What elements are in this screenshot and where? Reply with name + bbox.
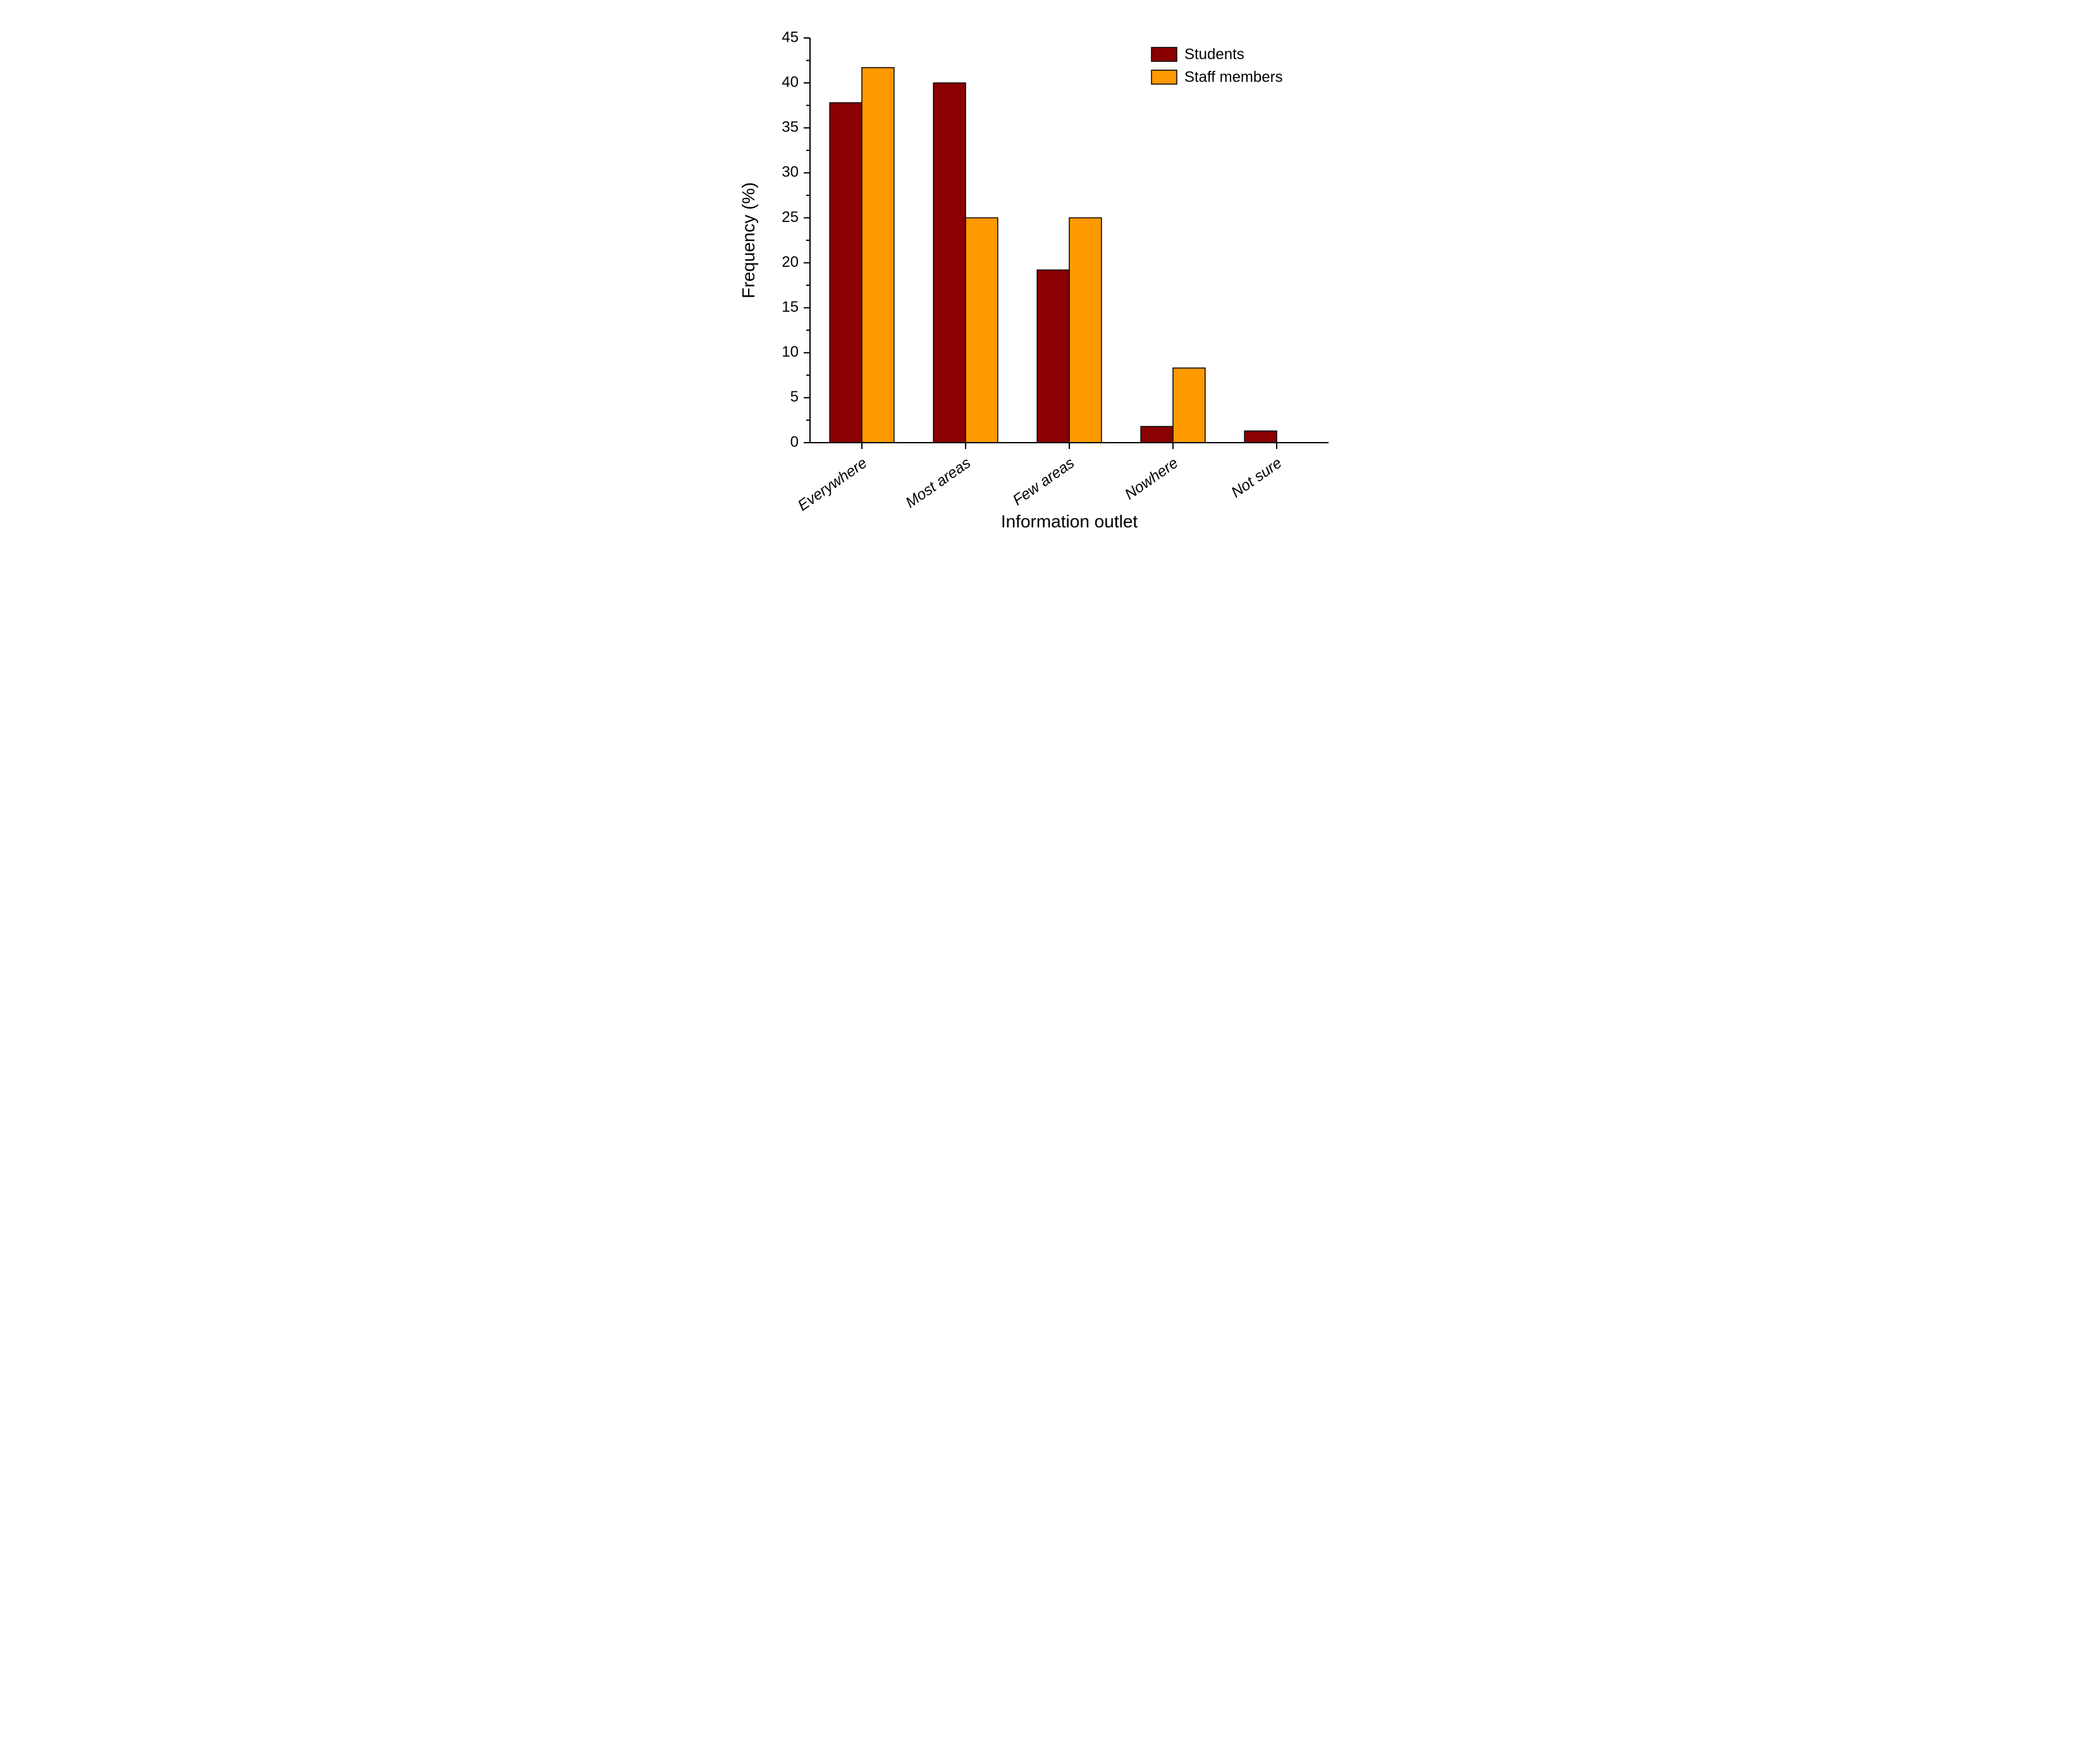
y-tick-label: 20 (782, 254, 799, 271)
y-tick-label: 10 (782, 343, 799, 360)
y-tick-label: 35 (782, 119, 799, 136)
bar (1037, 270, 1069, 443)
y-tick-label: 40 (782, 73, 799, 90)
bar-chart: 051015202530354045EverywhereMost areasFe… (734, 13, 1366, 536)
legend-label: Students (1184, 46, 1244, 63)
y-tick-label: 30 (782, 164, 799, 181)
y-tick-label: 25 (782, 209, 799, 226)
bar (830, 102, 862, 443)
bar (1244, 431, 1277, 443)
legend-swatch (1151, 70, 1177, 84)
bar (862, 68, 894, 443)
y-tick-label: 5 (790, 388, 798, 405)
y-axis-label: Frequency (%) (739, 182, 758, 298)
bar (1173, 368, 1205, 443)
bar (1069, 218, 1102, 443)
chart-svg: 051015202530354045EverywhereMost areasFe… (734, 13, 1366, 536)
legend-label: Staff members (1184, 68, 1283, 85)
y-tick-label: 15 (782, 298, 799, 316)
bar (966, 218, 998, 443)
y-tick-label: 45 (782, 28, 799, 46)
bar (1141, 426, 1173, 443)
legend-swatch (1151, 47, 1177, 61)
x-axis-label: Information outlet (1000, 512, 1138, 531)
y-tick-label: 0 (790, 433, 798, 450)
bar (933, 83, 966, 443)
